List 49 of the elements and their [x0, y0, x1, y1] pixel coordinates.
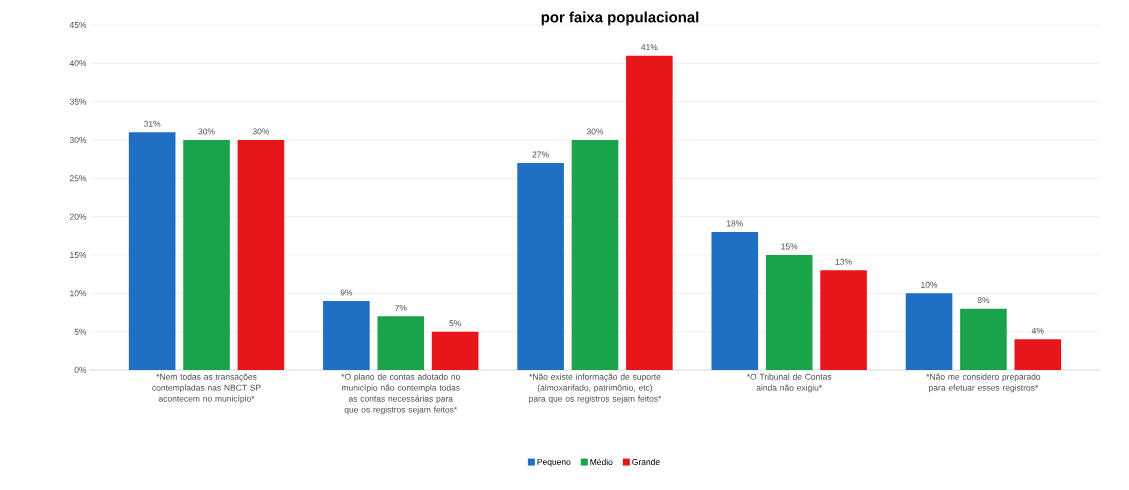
bar [960, 308, 1007, 370]
legend-label: Grande [632, 458, 660, 465]
data-label: 27% [532, 151, 549, 158]
category-label: *Não existe informação de suporte (almoxarifado, patrimônio, etc) para que os registros sejam feitos* [529, 373, 662, 404]
data-label: 18% [726, 220, 743, 227]
data-label: 7% [395, 304, 407, 311]
data-label: 13% [835, 258, 852, 265]
bar [711, 232, 759, 370]
y-tick-label: 40% [69, 60, 87, 67]
data-label: 30% [252, 128, 270, 135]
data-label: 5% [449, 320, 461, 327]
bar [765, 255, 813, 370]
y-tick-label: 15% [70, 252, 87, 258]
y-tick-label: 30% [69, 137, 87, 143]
y-tick-label: 45% [69, 22, 87, 28]
category-label: *Nem todas as transações contempladas nas NBCT SP acontecem no município* [152, 373, 261, 404]
data-label: 10% [921, 281, 938, 288]
y-tick-label: 10% [70, 290, 87, 297]
legend-label: Médio [590, 458, 613, 466]
data-label: 8% [977, 297, 990, 304]
data-label: 9% [340, 289, 353, 296]
bar [571, 140, 619, 370]
y-tick-label: 35% [69, 98, 87, 105]
bar [1014, 339, 1062, 370]
bar [323, 301, 370, 370]
data-label: 15% [781, 243, 798, 250]
bar [820, 270, 867, 370]
data-label: 30% [198, 128, 215, 135]
chart-title: por faixa populacional [541, 11, 699, 26]
y-tick-label: 25% [69, 175, 87, 182]
y-tick-label: 20% [69, 213, 87, 220]
y-tick-label: 5% [74, 328, 87, 335]
bar [237, 140, 285, 370]
bar [128, 132, 176, 370]
bar [431, 331, 479, 370]
bar [517, 163, 564, 370]
legend-label: Pequeno [537, 458, 571, 467]
data-label: 30% [586, 128, 604, 135]
data-label: 41% [641, 44, 658, 51]
bar [377, 316, 425, 370]
category-label: *Não me considero preparado para efetuar esses registros* [926, 373, 1041, 393]
bar [626, 55, 673, 370]
category-label: *O plano de contas adotado no município não contempla todas as contas necessárias para que os registros sejam feitos* [341, 373, 460, 415]
bar [183, 140, 230, 370]
data-label: 4% [1031, 327, 1044, 334]
category-label: *O Tribunal de Contas ainda não exigiu* [746, 373, 832, 393]
y-tick-label: 0% [74, 367, 87, 373]
bar [905, 293, 953, 370]
data-label: 31% [144, 120, 161, 127]
